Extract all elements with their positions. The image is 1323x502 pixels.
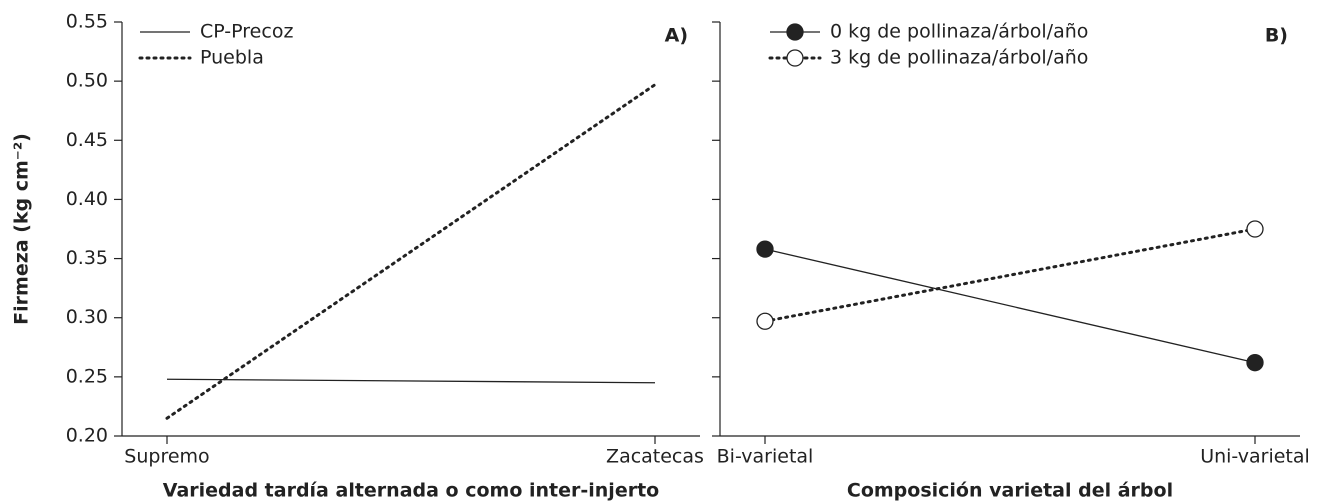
legend-label: Puebla: [200, 47, 264, 69]
y-tick-label: 0.30: [66, 306, 108, 328]
point: [1246, 354, 1264, 372]
x-axis-title: Variedad tardía alternada o como inter-i…: [163, 480, 659, 502]
series-line: [764, 248, 1256, 364]
point: [1246, 220, 1264, 238]
y-tick-label: 0.35: [66, 247, 108, 269]
legend-label: 0 kg de pollinaza/árbol/año: [830, 21, 1088, 43]
x-tick-label: Supremo: [124, 446, 209, 468]
series-line: [165, 83, 657, 420]
series-line: [763, 227, 1257, 323]
panel-label: A): [665, 25, 688, 47]
legend-label: 3 kg de pollinaza/árbol/año: [830, 47, 1088, 69]
y-tick-label: 0.55: [66, 11, 108, 33]
y-tick-label: 0.40: [66, 188, 108, 210]
y-tick-label: 0.20: [66, 425, 108, 447]
x-tick-label: Uni-varietal: [1200, 446, 1310, 468]
x-tick-label: Zacatecas: [606, 446, 704, 468]
panel-label: B): [1265, 25, 1288, 47]
x-axis-title: Composición varietal del árbol: [847, 480, 1173, 502]
point: [756, 240, 774, 258]
y-tick-label: 0.50: [66, 70, 108, 92]
y-tick-label: 0.45: [66, 129, 108, 151]
y-axis-title: Firmeza (kg cm⁻²): [11, 133, 33, 325]
legend-marker: [786, 49, 804, 67]
legend-label: CP-Precoz: [200, 21, 293, 43]
y-tick-label: 0.25: [66, 365, 108, 387]
point: [756, 312, 774, 330]
series-line: [166, 378, 656, 384]
legend-marker: [786, 23, 804, 41]
x-tick-label: Bi-varietal: [717, 446, 814, 468]
